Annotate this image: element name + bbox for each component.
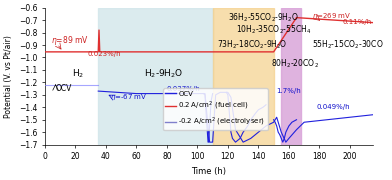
Text: 0.11%/h: 0.11%/h (342, 19, 372, 25)
Y-axis label: Potential (V. vs Pt/air): Potential (V. vs Pt/air) (4, 35, 13, 118)
Text: 0.049%/h: 0.049%/h (316, 104, 350, 110)
Text: OCV: OCV (56, 84, 72, 93)
Text: 55H$_2$-15CO$_2$-30CO: 55H$_2$-15CO$_2$-30CO (312, 39, 383, 51)
Text: $\eta$=-67 mV: $\eta$=-67 mV (111, 92, 148, 102)
Text: H$_2$-9H$_2$O: H$_2$-9H$_2$O (144, 68, 183, 80)
Text: 36H$_2$-55CO$_2$-9H$_2$O: 36H$_2$-55CO$_2$-9H$_2$O (228, 11, 298, 24)
Text: 73H$_2$-18CO$_2$-9H$_2$O: 73H$_2$-18CO$_2$-9H$_2$O (217, 39, 288, 51)
Text: 0.037%/h: 0.037%/h (167, 86, 201, 92)
Bar (281, 8, 301, 145)
Text: 0.023%/h: 0.023%/h (87, 51, 121, 57)
Text: $\eta$=269 mV: $\eta$=269 mV (312, 11, 351, 21)
Legend: OCV, 0.2 A/cm$^2$ (fuel cell), -0.2 A/cm$^2$ (electrolyser): OCV, 0.2 A/cm$^2$ (fuel cell), -0.2 A/cm… (163, 89, 268, 130)
X-axis label: Time (h): Time (h) (191, 167, 226, 176)
Text: 80H$_2$-20CO$_2$: 80H$_2$-20CO$_2$ (270, 57, 319, 70)
Text: 10H$_2$-35CO$_2$-55CH$_4$: 10H$_2$-35CO$_2$-55CH$_4$ (236, 24, 311, 36)
Bar (98, 8, 212, 145)
Text: H$_2$: H$_2$ (72, 68, 85, 80)
Text: $\eta$=89 mV: $\eta$=89 mV (51, 34, 89, 47)
Bar (212, 8, 274, 145)
Text: 1.7%/h: 1.7%/h (277, 88, 301, 94)
